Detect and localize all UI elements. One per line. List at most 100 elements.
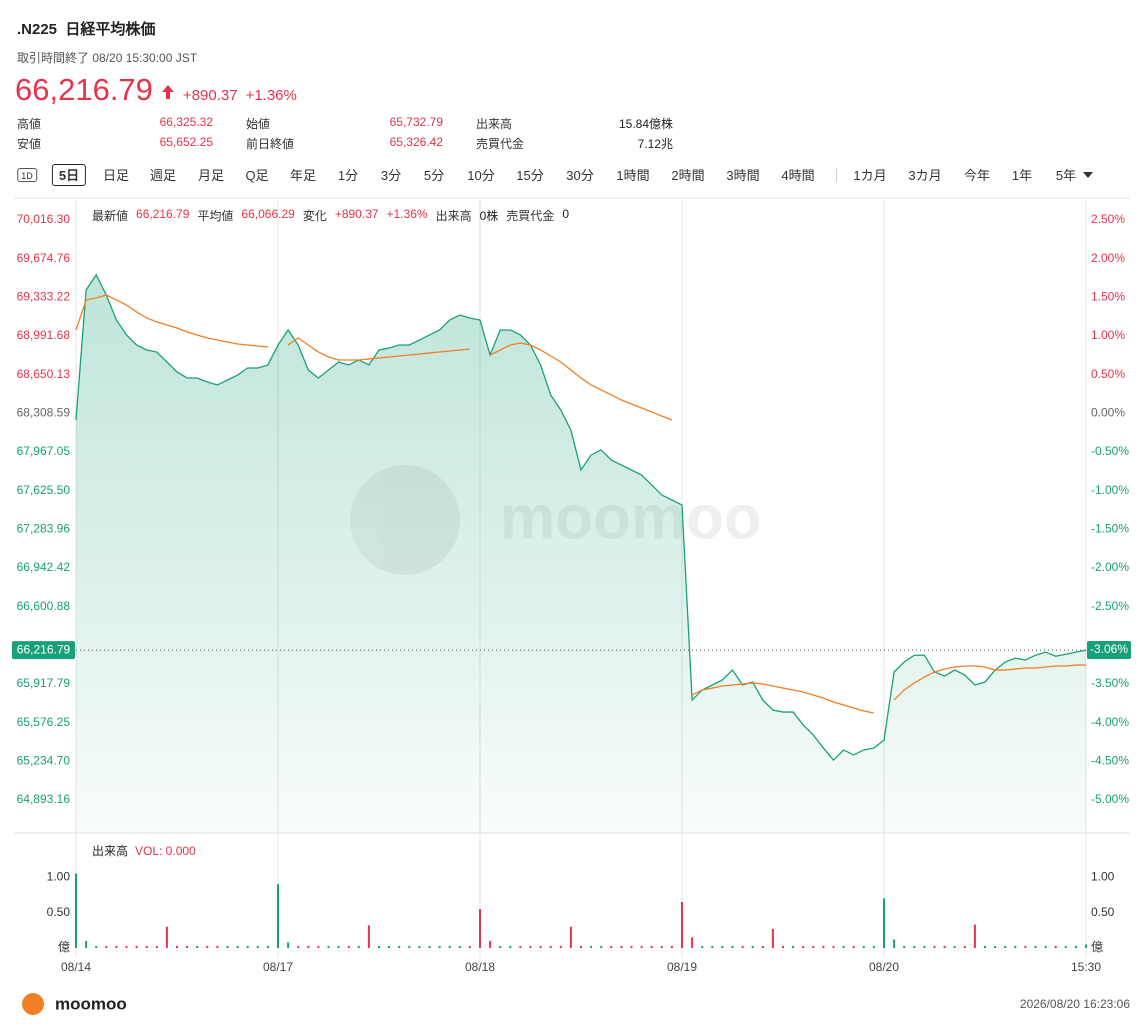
tab-separator (836, 168, 837, 182)
tab[interactable]: 5日 (51, 164, 87, 186)
x-tick-label: 08/17 (263, 960, 293, 974)
tab[interactable]: 1時間 (609, 164, 656, 186)
volume-bar (600, 945, 603, 948)
last-price-box (12, 641, 75, 660)
legend-value: 66,066.29 (241, 207, 295, 221)
volume-bar (105, 945, 108, 948)
volume-bar (307, 945, 310, 948)
title-row: .N225 日経平均株価 (17, 18, 155, 39)
tab[interactable]: 10分 (460, 164, 501, 186)
volume-bar (186, 945, 189, 948)
tab[interactable]: 年足 (283, 164, 323, 186)
legend-label: 最新値 (92, 209, 129, 223)
tab[interactable]: 1D (17, 168, 37, 182)
volume-bar (135, 945, 138, 948)
last-pct-box (1087, 640, 1131, 659)
volume-tick-label-right: 億 (1091, 940, 1103, 954)
y-tick-label: 70,016.30 (17, 212, 71, 226)
volume-bar (792, 945, 795, 948)
up-arrow (161, 85, 174, 99)
volume-bar (1064, 945, 1067, 948)
volume-bar (721, 945, 724, 948)
name: 日経平均株価 (65, 21, 156, 38)
tab[interactable]: 週足 (143, 164, 183, 186)
volume-tick-label-right: 0.50 (1091, 905, 1115, 919)
tab[interactable]: 3時間 (719, 164, 766, 186)
legend-label: 平均値 (197, 209, 234, 223)
y-tick-label: 67,967.05 (17, 444, 71, 458)
volume-bar (246, 945, 249, 948)
volume-bar (1024, 945, 1027, 948)
y2-tick-label: -0.50% (1091, 444, 1129, 458)
volume-bar (347, 945, 350, 948)
volume-bar (216, 945, 219, 948)
volume-bar (630, 945, 633, 948)
y2-tick-label: 1.00% (1091, 328, 1125, 342)
volume-bar (640, 945, 643, 948)
tab[interactable]: 1カ月 (846, 164, 893, 186)
volume-bar (145, 945, 148, 948)
volume-bar (751, 945, 754, 948)
volume-bar (1074, 945, 1077, 948)
legend-label: 売買代金 (506, 209, 555, 223)
tab[interactable]: 15分 (509, 164, 550, 186)
volume-bar (913, 945, 916, 948)
tab[interactable]: 5年 (1049, 164, 1083, 186)
volume-bar (893, 939, 896, 948)
y-tick-label: 68,991.68 (17, 328, 71, 342)
volume-bar (236, 945, 239, 948)
price-area (76, 274, 1086, 833)
symbol: .N225 (17, 21, 58, 38)
dropdown-caret[interactable] (1082, 171, 1094, 179)
y2-tick-label: -5.00% (1091, 792, 1129, 806)
y2-tick-label: 2.50% (1091, 212, 1125, 226)
volume-bar (125, 945, 128, 948)
y2-tick-label: -2.50% (1091, 599, 1129, 613)
volume-bar (448, 945, 451, 948)
x-tick-label: 08/18 (465, 960, 495, 974)
tab[interactable]: 5分 (417, 164, 451, 186)
volume-bar (519, 945, 522, 948)
legend-value: 66,216.79 (136, 207, 190, 221)
y2-tick-label: -4.50% (1091, 754, 1129, 768)
tab[interactable]: 1分 (331, 164, 365, 186)
tab[interactable]: 4時間 (774, 164, 821, 186)
stat-value: 7.12兆 (637, 137, 673, 151)
volume-bar (499, 945, 502, 948)
y-tick-label: 68,650.13 (17, 367, 71, 381)
volume-bar (761, 945, 764, 948)
volume-bar (832, 945, 835, 948)
volume-bar (1004, 945, 1007, 948)
stat-label: 始値 (246, 117, 271, 131)
y-tick-label: 68,308.59 (17, 406, 71, 420)
y2-tick-label: 1.50% (1091, 290, 1125, 304)
stat-label: 前日終値 (246, 137, 295, 151)
tab[interactable]: 3分 (374, 164, 408, 186)
tab[interactable]: 月足 (191, 164, 231, 186)
volume-bar (398, 945, 401, 948)
volume-tick-label: 億 (58, 940, 70, 954)
stat-label: 高値 (17, 117, 42, 131)
tab[interactable]: 今年 (957, 164, 997, 186)
y-tick-label: 65,576.25 (17, 715, 71, 729)
last-pct-label: -3.06% (1090, 642, 1128, 656)
volume-bar (782, 945, 784, 948)
volume-bar (711, 945, 714, 948)
tab[interactable]: 2時間 (664, 164, 711, 186)
volume-bar (75, 873, 77, 948)
volume-bar (196, 945, 199, 948)
volume-bar (691, 937, 694, 948)
tab[interactable]: 3カ月 (901, 164, 948, 186)
y2-tick-label: -1.00% (1091, 483, 1129, 497)
tab[interactable]: 日足 (96, 164, 136, 186)
volume-bar (822, 945, 825, 948)
tab[interactable]: 30分 (559, 164, 600, 186)
y-tick-label: 67,625.50 (17, 483, 71, 497)
tab[interactable]: Q足 (238, 164, 275, 186)
volume-bar (85, 940, 88, 948)
legend-value: 0株 (479, 209, 499, 223)
tab[interactable]: 1年 (1005, 164, 1039, 186)
legend-value: 0 (562, 207, 569, 221)
